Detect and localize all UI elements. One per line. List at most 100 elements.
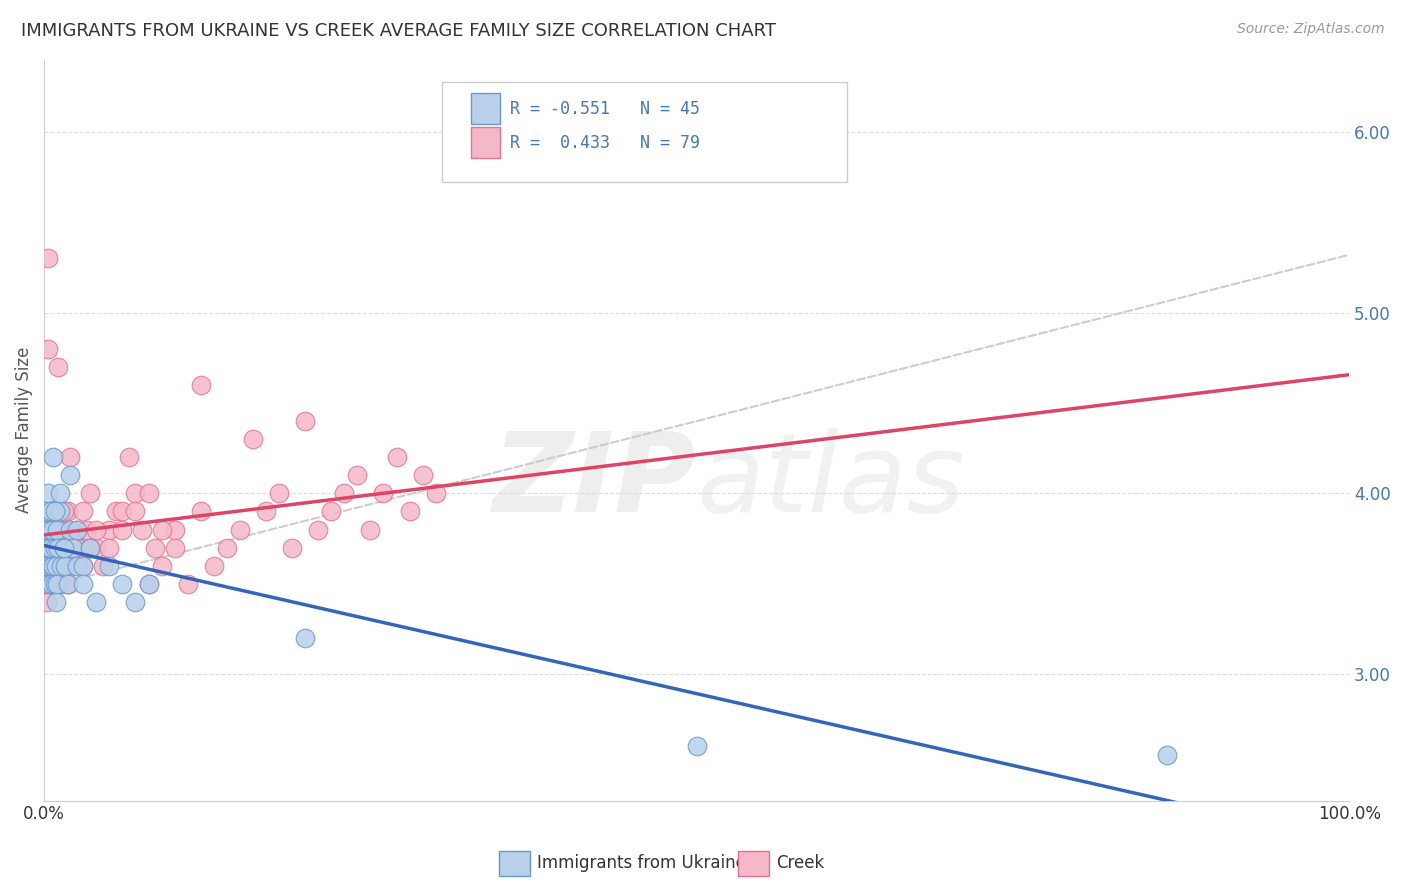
- Point: [39, 541, 62, 555]
- Point: [49, 558, 72, 573]
- Point: [104, 504, 127, 518]
- Point: [333, 486, 356, 500]
- Point: [48, 359, 70, 374]
- Point: [124, 486, 146, 500]
- Point: [44, 576, 66, 591]
- Point: [42, 576, 65, 591]
- Point: [398, 504, 420, 518]
- Point: [98, 558, 121, 573]
- Point: [79, 486, 101, 500]
- Text: R =  0.433   N = 79: R = 0.433 N = 79: [510, 134, 700, 152]
- Point: [91, 558, 114, 573]
- Point: [41, 576, 63, 591]
- Point: [66, 558, 89, 573]
- Point: [45, 595, 67, 609]
- Text: Source: ZipAtlas.com: Source: ZipAtlas.com: [1237, 22, 1385, 37]
- Point: [49, 576, 72, 591]
- Point: [215, 541, 238, 555]
- Point: [111, 504, 134, 518]
- Point: [49, 486, 72, 500]
- Point: [35, 504, 58, 518]
- Point: [202, 558, 225, 573]
- Point: [254, 504, 277, 518]
- Bar: [471, 93, 499, 124]
- Point: [44, 541, 66, 555]
- Point: [66, 523, 89, 537]
- Point: [56, 504, 79, 518]
- Point: [143, 541, 166, 555]
- Text: Creek: Creek: [776, 855, 824, 872]
- Point: [307, 523, 329, 537]
- Point: [39, 504, 62, 518]
- Point: [45, 558, 67, 573]
- Point: [38, 558, 60, 573]
- FancyBboxPatch shape: [441, 82, 846, 182]
- Point: [163, 541, 186, 555]
- Point: [35, 595, 58, 609]
- Point: [294, 631, 316, 645]
- Point: [41, 523, 63, 537]
- Point: [59, 450, 82, 465]
- Point: [321, 504, 343, 518]
- Point: [34, 576, 56, 591]
- Point: [53, 558, 76, 573]
- Point: [190, 378, 212, 392]
- Point: [52, 504, 75, 518]
- Point: [98, 523, 121, 537]
- Point: [138, 576, 160, 591]
- Point: [38, 523, 60, 537]
- Point: [72, 558, 94, 573]
- Point: [38, 576, 60, 591]
- Point: [72, 504, 94, 518]
- Point: [59, 523, 82, 537]
- Point: [37, 342, 59, 356]
- Point: [267, 486, 290, 500]
- Point: [66, 523, 89, 537]
- Point: [79, 541, 101, 555]
- Point: [37, 486, 59, 500]
- Point: [46, 576, 69, 591]
- Point: [34, 523, 56, 537]
- Point: [44, 541, 66, 555]
- Point: [86, 523, 108, 537]
- Point: [242, 432, 264, 446]
- Point: [59, 541, 82, 555]
- Point: [62, 541, 84, 555]
- Point: [72, 558, 94, 573]
- Point: [49, 523, 72, 537]
- Point: [52, 541, 75, 555]
- Y-axis label: Average Family Size: Average Family Size: [15, 347, 32, 513]
- Point: [42, 450, 65, 465]
- Point: [281, 541, 304, 555]
- Point: [44, 558, 66, 573]
- Point: [44, 504, 66, 518]
- Point: [46, 558, 69, 573]
- Point: [59, 468, 82, 483]
- Bar: [471, 127, 499, 158]
- Point: [39, 558, 62, 573]
- Point: [38, 541, 60, 555]
- Point: [39, 523, 62, 537]
- Point: [66, 541, 89, 555]
- Point: [176, 576, 198, 591]
- Point: [294, 414, 316, 428]
- Point: [98, 541, 121, 555]
- Text: R = -0.551   N = 45: R = -0.551 N = 45: [510, 100, 700, 118]
- Text: Immigrants from Ukraine: Immigrants from Ukraine: [537, 855, 747, 872]
- Point: [52, 541, 75, 555]
- Point: [56, 576, 79, 591]
- Point: [346, 468, 368, 483]
- Point: [86, 541, 108, 555]
- Point: [425, 486, 447, 500]
- Point: [111, 576, 134, 591]
- Point: [42, 558, 65, 573]
- Point: [412, 468, 434, 483]
- Point: [72, 576, 94, 591]
- Point: [359, 523, 381, 537]
- Point: [41, 558, 63, 573]
- Point: [39, 576, 62, 591]
- Point: [48, 541, 70, 555]
- Point: [131, 523, 153, 537]
- Point: [41, 504, 63, 518]
- Point: [118, 450, 141, 465]
